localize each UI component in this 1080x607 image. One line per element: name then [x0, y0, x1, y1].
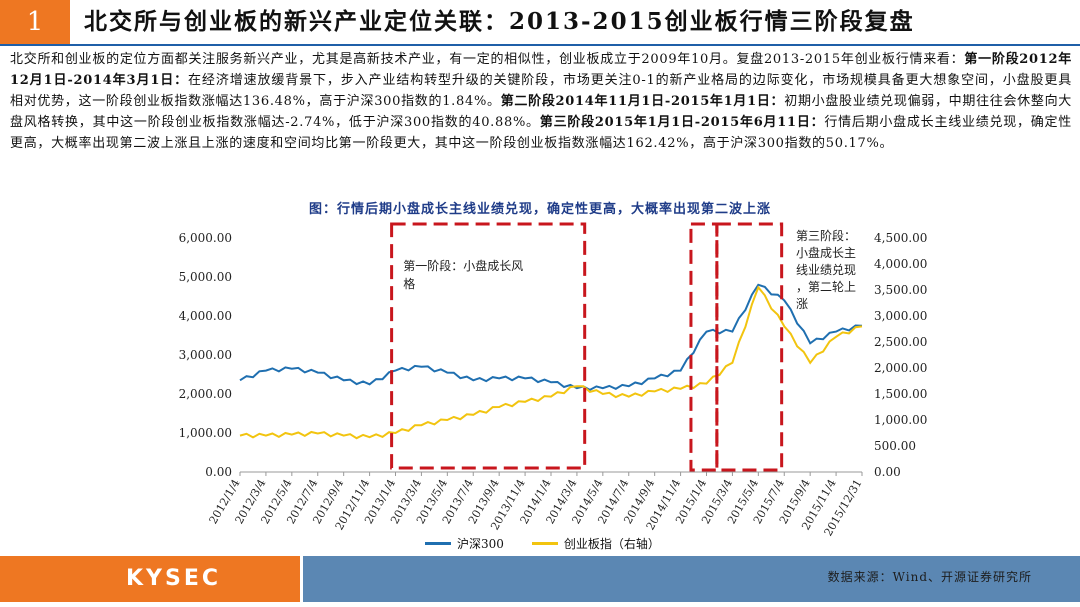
chart-legend: 沪深300 创业板指（右轴）	[425, 535, 660, 552]
y-right-tick-label: 0.00	[874, 465, 901, 479]
figure-title: 图：行情后期小盘成长主线业绩兑现，确定性更高，大概率出现第二波上涨	[308, 202, 771, 217]
stage1-heading: 第一阶段2012年12月1日-2014年3月1日：	[10, 52, 1073, 88]
stage1-text: 在经济增速放缓背景下，步入产业结构转型升级的关键阶段，市场更关注0-1的新产业格…	[10, 73, 1072, 109]
stage3-text: 行情后期小盘成长主线业绩兑现，确定性更高，大概率出现第二波上涨且上涨的速度和空间…	[10, 115, 1072, 151]
stage1-annotation: 第一阶段：小盘成长风格	[403, 258, 523, 291]
stage2-heading: 第二阶段2014年11月1日-2015年1月1日：	[500, 94, 785, 109]
line-chart: 0.00 1,000.00 2,000.00 3,000.00 4,000.00 5,00…	[179, 222, 927, 538]
legend-label-chinext: 创业板指（右轴）	[563, 537, 660, 551]
footer-logo-panel: KYSEC	[0, 556, 300, 602]
y-left-tick-label: 2,000.00	[179, 387, 232, 401]
stage1-highlight-box	[390, 222, 587, 470]
y-left-tick-label: 3,000.00	[179, 348, 232, 362]
header-rule	[0, 44, 1080, 46]
y-right-tick-label: 2,000.00	[874, 361, 927, 375]
y-right-tick-label: 4,000.00	[874, 257, 927, 271]
y-left-tick-label: 4,000.00	[179, 309, 232, 323]
page-title: 北交所与创业板的新兴产业定位关联：2013-2015创业板行情三阶段复盘	[84, 8, 915, 35]
summary-paragraph: 北交所和创业板的定位方面都关注服务新兴产业，尤其是高新技术产业，有一定的相似性，…	[10, 49, 1072, 154]
y-right-tick-label: 500.00	[874, 439, 916, 453]
legend-item-chinext: 创业板指（右轴）	[531, 535, 660, 552]
y-right-tick-label: 2,500.00	[874, 335, 927, 349]
y-right-tick-label: 3,000.00	[874, 309, 927, 323]
y-left-tick-label: 5,000.00	[179, 270, 232, 284]
stage3-highlight-box	[715, 222, 784, 472]
stage3-annotation: 第三阶段：小盘成长主线业绩兑现，第二轮上涨	[796, 228, 856, 311]
y-left-tick-label: 1,000.00	[179, 426, 232, 440]
legend-label-hs300: 沪深300	[457, 537, 504, 551]
stage3-heading: 第三阶段2015年1月1日-2015年6月11日：	[539, 115, 825, 130]
intro-text: 北交所和创业板的定位方面都关注服务新兴产业，尤其是高新技术产业，有一定的相似性，…	[10, 52, 965, 67]
series-line-chinext	[239, 285, 863, 440]
y-left-tick-label: 6,000.00	[179, 231, 232, 245]
legend-item-hs300: 沪深300	[425, 535, 504, 552]
section-number: 1	[0, 0, 70, 44]
header: 1 北交所与创业板的新兴产业定位关联：2013-2015创业板行情三阶段复盘	[0, 0, 1080, 46]
legend-swatch-chinext	[531, 542, 558, 545]
stage2-text: 初期小盘股业绩兑现偏弱，中期往往会休整向大盘风格转换，其中这一阶段创业板指数涨幅…	[10, 94, 1072, 130]
y-right-tick-label: 3,500.00	[874, 283, 927, 297]
y-right-tick-label: 1,000.00	[874, 413, 927, 427]
series-line-hs300	[239, 283, 863, 392]
legend-swatch-hs300	[425, 542, 451, 545]
kysec-logo: KYSEC	[126, 566, 221, 591]
y-right-tick-label: 4,500.00	[874, 231, 927, 245]
y-left-tick-label: 0.00	[205, 465, 232, 479]
y-right-tick-label: 1,500.00	[874, 387, 927, 401]
footer-bar: 数据来源：Wind、开源证券研究所	[303, 556, 1080, 602]
data-source: 数据来源：Wind、开源证券研究所	[827, 570, 1032, 584]
stage2-highlight-box	[689, 222, 719, 472]
